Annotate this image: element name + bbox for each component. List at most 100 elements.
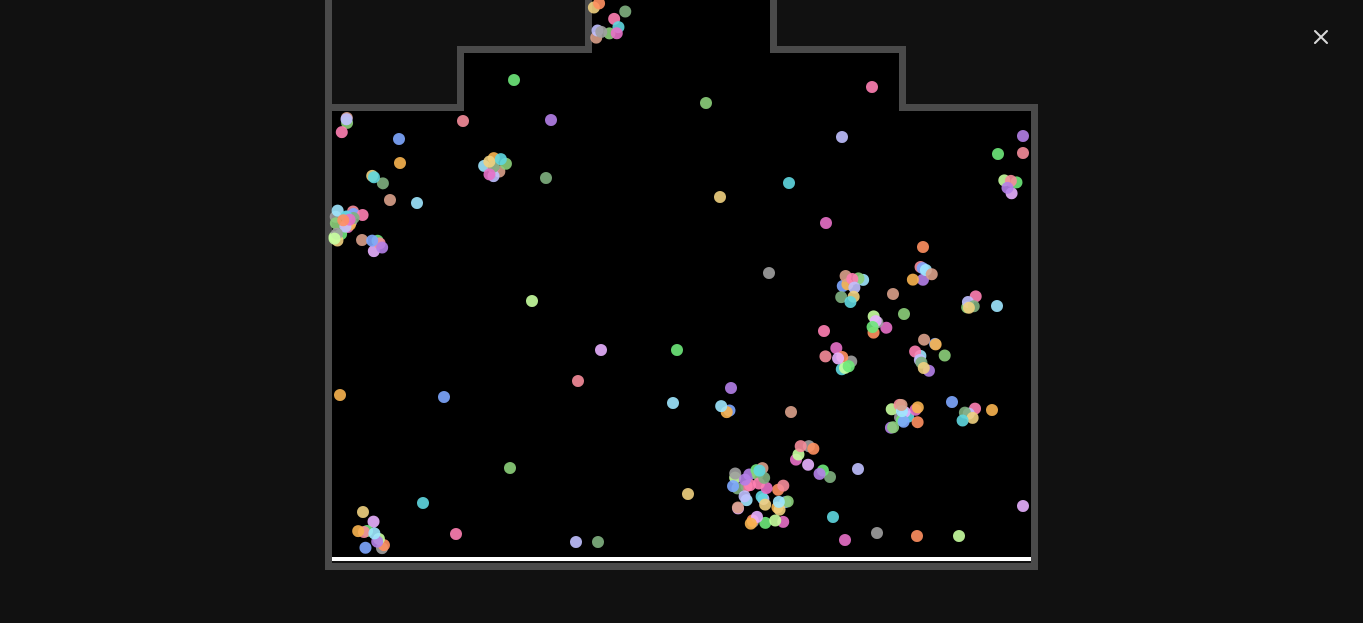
particle bbox=[1017, 130, 1029, 142]
particle bbox=[783, 177, 795, 189]
particle bbox=[794, 440, 807, 453]
particle bbox=[715, 400, 728, 413]
particle bbox=[917, 362, 930, 375]
particle bbox=[929, 338, 942, 351]
particle bbox=[819, 350, 832, 363]
particle bbox=[956, 414, 969, 427]
particle bbox=[830, 342, 843, 355]
particle bbox=[595, 25, 608, 38]
particle bbox=[844, 296, 857, 309]
particle bbox=[906, 273, 919, 286]
particle bbox=[610, 27, 623, 40]
particle bbox=[880, 321, 893, 334]
particle bbox=[842, 360, 855, 373]
particle bbox=[839, 534, 851, 546]
particle bbox=[887, 288, 899, 300]
particle bbox=[592, 536, 604, 548]
particle bbox=[526, 295, 538, 307]
particle bbox=[731, 501, 744, 514]
particle bbox=[911, 401, 924, 414]
particle bbox=[895, 399, 908, 412]
particle bbox=[738, 473, 751, 486]
particle bbox=[813, 467, 826, 480]
particle bbox=[832, 352, 845, 365]
particle bbox=[682, 488, 694, 500]
particle bbox=[359, 541, 372, 554]
particle bbox=[887, 421, 900, 434]
particle bbox=[852, 463, 864, 475]
particle bbox=[992, 148, 1004, 160]
particle bbox=[367, 171, 380, 184]
particle bbox=[938, 349, 951, 362]
particle bbox=[848, 281, 861, 294]
particle bbox=[540, 172, 552, 184]
particle bbox=[897, 415, 910, 428]
particle bbox=[340, 113, 353, 126]
particle bbox=[785, 406, 797, 418]
particle bbox=[866, 321, 879, 334]
particle bbox=[357, 506, 369, 518]
particle bbox=[991, 300, 1003, 312]
particle bbox=[911, 530, 923, 542]
particle bbox=[953, 530, 965, 542]
particle bbox=[366, 234, 379, 247]
particle bbox=[483, 168, 496, 181]
particle bbox=[384, 194, 396, 206]
particle bbox=[818, 325, 830, 337]
particle bbox=[331, 204, 344, 217]
particle bbox=[777, 479, 790, 492]
particle bbox=[376, 177, 389, 190]
particle bbox=[925, 268, 938, 281]
particle bbox=[835, 291, 848, 304]
particle bbox=[671, 344, 683, 356]
particle bbox=[545, 114, 557, 126]
close-button[interactable] bbox=[1304, 20, 1338, 54]
particle bbox=[393, 133, 405, 145]
particle bbox=[457, 115, 469, 127]
particle bbox=[619, 5, 632, 18]
particle bbox=[508, 74, 520, 86]
particle bbox=[871, 527, 883, 539]
particle bbox=[450, 528, 462, 540]
particle bbox=[753, 464, 766, 477]
particle bbox=[898, 308, 910, 320]
particle bbox=[352, 525, 365, 538]
particle bbox=[595, 344, 607, 356]
particle bbox=[769, 514, 782, 527]
particle bbox=[368, 527, 381, 540]
particle bbox=[962, 301, 975, 314]
particle bbox=[836, 131, 848, 143]
close-icon bbox=[1314, 30, 1328, 44]
particle bbox=[417, 497, 429, 509]
particle bbox=[376, 241, 389, 254]
particle bbox=[866, 81, 878, 93]
particle bbox=[966, 411, 979, 424]
particle bbox=[781, 495, 794, 508]
chamber-interior bbox=[332, 0, 1031, 558]
particle bbox=[335, 126, 348, 139]
particle bbox=[411, 197, 423, 209]
particle bbox=[356, 234, 369, 247]
particle bbox=[725, 382, 737, 394]
particle bbox=[917, 241, 929, 253]
particle bbox=[918, 333, 931, 346]
particle bbox=[570, 536, 582, 548]
chamber-floor bbox=[332, 557, 1031, 561]
particle bbox=[911, 416, 924, 429]
particle bbox=[827, 511, 839, 523]
particle bbox=[504, 462, 516, 474]
particle bbox=[772, 495, 785, 508]
particle bbox=[328, 232, 341, 245]
particle bbox=[700, 97, 712, 109]
particle bbox=[744, 517, 757, 530]
particle bbox=[494, 153, 507, 166]
particle bbox=[1017, 147, 1029, 159]
particle bbox=[337, 214, 350, 227]
particle bbox=[802, 458, 815, 471]
particle bbox=[356, 209, 369, 222]
particle bbox=[727, 480, 740, 493]
particle bbox=[807, 442, 820, 455]
particle bbox=[986, 404, 998, 416]
